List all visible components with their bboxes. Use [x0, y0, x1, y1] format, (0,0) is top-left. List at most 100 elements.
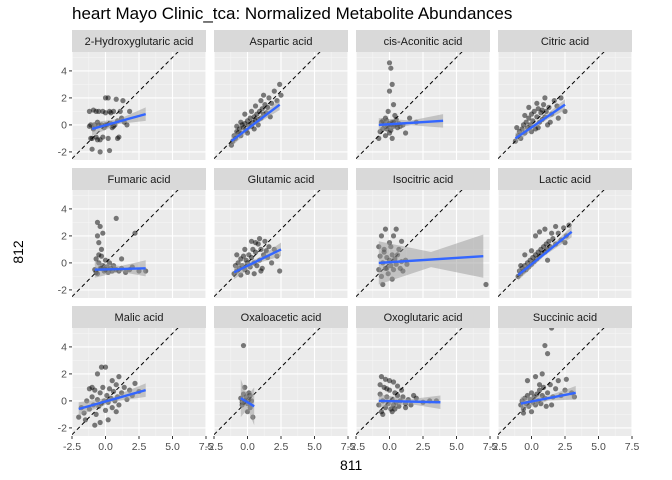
data-point [558, 95, 564, 101]
data-point [535, 125, 541, 131]
data-point [377, 382, 383, 388]
data-point [247, 115, 253, 121]
data-point [394, 383, 401, 389]
data-point [120, 98, 126, 104]
data-point [260, 92, 267, 98]
data-point [97, 223, 103, 230]
data-point [392, 112, 398, 119]
data-point [104, 392, 110, 399]
facet-title: Oxoglutaric acid [384, 312, 463, 324]
data-point [390, 102, 397, 108]
facet-strip [356, 30, 490, 52]
data-point [384, 386, 390, 392]
data-point [390, 379, 397, 385]
data-point [94, 219, 101, 225]
identity-line [72, 328, 179, 436]
data-point [402, 405, 409, 411]
data-point [110, 388, 117, 395]
y-tick-label: 4 [61, 65, 67, 77]
data-point [113, 409, 119, 415]
data-point [248, 108, 255, 114]
facet-title: Glutamic acid [248, 174, 315, 186]
data-point [102, 257, 109, 263]
fit-line [94, 267, 146, 271]
data-point [520, 410, 527, 416]
x-tick-label: 0.0 [524, 441, 539, 453]
facet-title: 2-Hydroxyglutaric acid [85, 36, 194, 48]
data-point [555, 115, 561, 121]
x-tick-label: 7.5 [625, 441, 640, 453]
x-tick-label: 5.0 [591, 441, 606, 453]
facet-title: Lactic acid [539, 174, 591, 186]
chart-title: heart Mayo Clinic_tca: Normalized Metabo… [72, 4, 513, 23]
data-point [97, 149, 103, 155]
data-point [108, 110, 114, 116]
facet-strip [356, 168, 490, 190]
x-tick-label: 5.0 [165, 441, 180, 453]
data-point [259, 106, 265, 112]
y-tick-label: 2 [61, 230, 67, 242]
y-tick-label: -2 [58, 146, 67, 158]
x-tick-label: 5.0 [307, 441, 322, 453]
data-point [549, 230, 555, 236]
facet-strip [72, 30, 206, 52]
facet-strip [72, 168, 206, 190]
identity-line [356, 190, 463, 298]
data-point [393, 226, 399, 232]
data-point [105, 135, 111, 141]
fit-line [240, 397, 255, 408]
data-point [251, 271, 257, 277]
fit-line [91, 112, 147, 131]
data-point [549, 328, 555, 331]
data-point [127, 108, 133, 114]
data-point [528, 248, 535, 254]
data-point [526, 115, 532, 121]
data-point [93, 411, 99, 417]
x-tick-label: 7.5 [199, 441, 214, 453]
data-point [97, 419, 103, 426]
data-point [542, 226, 548, 232]
data-point [539, 371, 545, 377]
data-point [258, 98, 264, 104]
data-point [269, 100, 275, 106]
y-tick-label: 0 [61, 119, 67, 131]
data-point [389, 135, 395, 141]
x-tick-label: 7.5 [341, 441, 356, 453]
facet-strip [214, 30, 348, 52]
x-tick-label: 0.0 [98, 441, 113, 453]
fit-line [378, 399, 441, 404]
data-point [398, 387, 405, 393]
fit-line [233, 248, 282, 274]
data-point [252, 249, 259, 255]
data-point [547, 382, 553, 388]
data-point [543, 403, 549, 409]
data-point [555, 378, 561, 384]
y-tick-label: 0 [61, 395, 67, 407]
fit-line [378, 254, 484, 265]
x-tick-label: -2.5 [205, 441, 223, 453]
data-point [248, 254, 255, 261]
data-point [94, 233, 101, 239]
data-point [382, 133, 389, 139]
fit-line [517, 230, 573, 276]
data-point [526, 104, 532, 110]
data-point [398, 238, 405, 244]
data-point [386, 88, 393, 94]
data-point [534, 114, 540, 120]
data-point [534, 100, 540, 106]
x-tick-label: 2.5 [558, 441, 573, 453]
data-point [113, 96, 119, 102]
data-point [258, 268, 264, 274]
facet-strip [214, 168, 348, 190]
y-tick-label: 4 [61, 203, 67, 215]
data-point [86, 386, 93, 392]
data-point [116, 402, 122, 408]
data-point [109, 378, 115, 384]
data-point [102, 407, 109, 413]
data-point [411, 392, 417, 399]
x-tick-label: 0.0 [240, 441, 255, 453]
data-point [242, 111, 248, 117]
data-point [388, 65, 394, 71]
data-point [258, 246, 264, 252]
data-point [82, 417, 88, 423]
